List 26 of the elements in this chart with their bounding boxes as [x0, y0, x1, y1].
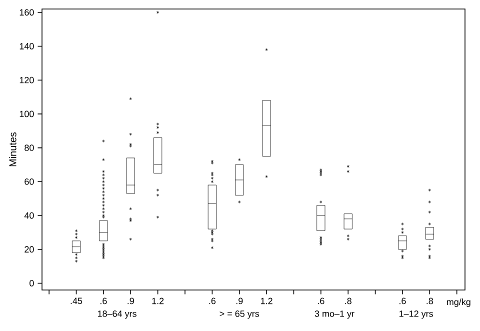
y-tick-label: 0	[30, 280, 34, 286]
y-tick-label: 120	[20, 76, 34, 84]
text: 3 mo–1 yr	[314, 310, 354, 319]
x-tick-label: .9	[128, 298, 134, 304]
y-tick-label: 20	[24, 246, 34, 253]
y-tick-label: 40	[24, 212, 34, 219]
y-tick-label: 160	[20, 9, 34, 16]
y-tick-label: 80	[24, 144, 34, 151]
x-tick-label: .8	[426, 298, 434, 304]
text: 18–64 yrs	[98, 310, 136, 319]
y-tick-label: 100	[20, 110, 34, 118]
x-tick-label: .6	[400, 298, 406, 304]
text: 1–12 yrs	[399, 310, 433, 319]
text: > = 65 yrs	[220, 310, 260, 319]
x-tick-label: .6	[318, 298, 324, 304]
x-tick-label: 1.2	[152, 298, 164, 304]
y-tick-label: 140	[20, 43, 34, 50]
x-axis-title: mg/kg	[446, 298, 470, 307]
y-axis-title: Minutes	[8, 132, 16, 166]
x-tick-label: .6	[209, 298, 216, 304]
x-tick-label: .45	[70, 298, 82, 304]
x-tick-label: 1.2	[260, 298, 272, 304]
x-tick-label: .8	[345, 298, 352, 304]
y-tick-label: 60	[24, 178, 34, 185]
x-tick-label: .6	[100, 298, 107, 304]
x-tick-label: .9	[236, 298, 243, 304]
